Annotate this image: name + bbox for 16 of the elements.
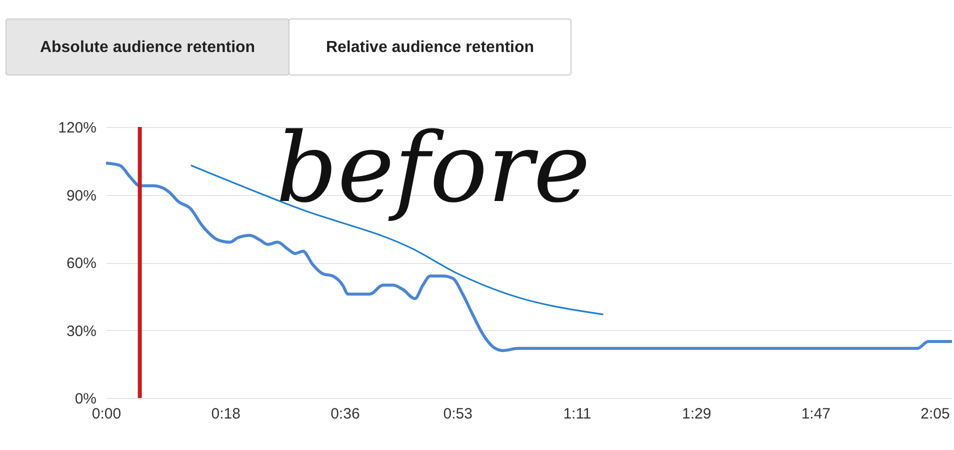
x-tick-label: 2:05 [920,406,950,422]
x-tick-label: 1:11 [563,406,592,422]
x-tick-label: 0:18 [211,406,240,422]
x-tick-label: 0:00 [92,406,122,422]
x-tick-label: 1:47 [801,406,831,422]
text: Absolute audience retention [40,39,256,56]
y-tick-label: 120% [58,120,96,136]
x-tick-label: 0:36 [330,406,360,422]
y-tick-label: 30% [66,322,96,340]
y-tick-label: 90% [66,187,96,204]
y-tick-label: 60% [66,255,96,272]
x-tick-label: 0:53 [443,406,472,422]
text: Relative audience retention [326,39,534,56]
annotation: before [276,112,590,224]
x-tick-label: 1:29 [682,406,712,422]
y-tick-label: 0% [74,390,96,408]
